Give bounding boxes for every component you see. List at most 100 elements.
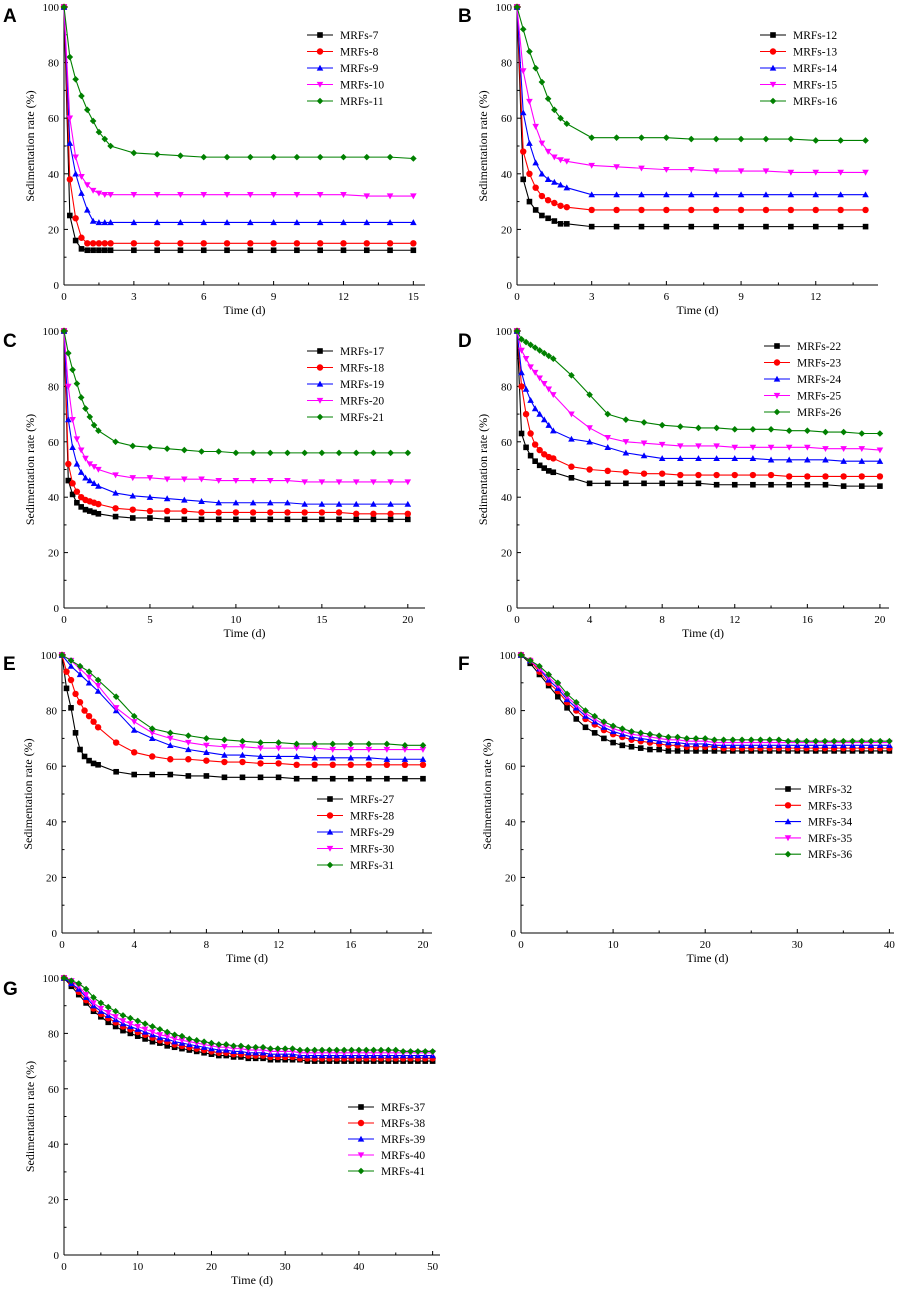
- data-point: [222, 1041, 230, 1048]
- data-point: [340, 240, 347, 247]
- data-point: [604, 467, 611, 475]
- data-point: [293, 240, 301, 247]
- data-point: [203, 757, 210, 764]
- data-point: [130, 712, 138, 720]
- legend: MRFs-27 MRFs-28 MRFs-29 MRFs-30 MRFs-31: [317, 794, 394, 872]
- data-point: [215, 448, 223, 455]
- legend-item: MRFs-8: [307, 47, 379, 59]
- data-point: [311, 1046, 318, 1054]
- legend-item: MRFs-23: [764, 358, 841, 370]
- data-point: [767, 444, 775, 451]
- x-tick-label: 0: [61, 1261, 67, 1273]
- data-point: [613, 164, 620, 171]
- data-point: [787, 206, 795, 214]
- data-point: [270, 219, 277, 226]
- data-point: [812, 169, 820, 176]
- data-point: [293, 775, 300, 782]
- data-point: [185, 746, 192, 753]
- data-point: [527, 430, 534, 437]
- data-point: [270, 240, 277, 247]
- data-point: [95, 511, 102, 517]
- data-point: [275, 739, 282, 746]
- data-point: [127, 1014, 134, 1022]
- data-point: [647, 746, 653, 753]
- data-point: [76, 699, 84, 706]
- data-point: [563, 158, 571, 165]
- data-point: [60, 327, 68, 335]
- data-point: [86, 757, 92, 764]
- data-point: [200, 1038, 208, 1046]
- data-point: [526, 198, 533, 205]
- data-point: [335, 449, 343, 457]
- legend-label: MRFs-38: [381, 1118, 425, 1130]
- x-tick-label: 40: [884, 939, 896, 951]
- data-point: [112, 505, 119, 512]
- data-point: [812, 191, 820, 198]
- data-point: [532, 184, 539, 191]
- series-mrfs-24: [513, 327, 884, 464]
- data-point: [163, 476, 171, 483]
- data-point: [130, 240, 138, 247]
- data-point: [601, 735, 607, 742]
- data-point: [163, 445, 171, 453]
- data-point: [737, 191, 745, 198]
- data-point: [410, 155, 417, 162]
- y-tick-label: 40: [505, 817, 517, 829]
- data-point: [677, 471, 684, 479]
- data-point: [284, 516, 291, 523]
- data-point: [316, 192, 324, 198]
- data-point: [638, 206, 645, 214]
- data-point: [89, 117, 97, 125]
- data-point: [410, 247, 417, 254]
- panel-letter: D: [458, 331, 472, 352]
- data-point: [519, 68, 527, 75]
- data-point: [573, 716, 580, 722]
- x-tick-label: 20: [417, 939, 429, 951]
- legend-marker: [785, 786, 791, 792]
- data-point: [538, 78, 546, 86]
- data-point: [85, 668, 93, 675]
- data-point: [563, 203, 570, 211]
- data-point: [112, 1023, 119, 1030]
- data-point: [713, 223, 719, 230]
- data-point: [519, 109, 527, 116]
- data-point: [586, 466, 593, 473]
- data-point: [95, 128, 103, 136]
- series-line: [61, 654, 423, 751]
- legend-item: MRFs-17: [307, 346, 384, 358]
- data-point: [82, 985, 90, 993]
- data-point: [527, 341, 534, 349]
- y-tick-label: 40: [48, 1139, 60, 1151]
- data-point: [311, 740, 318, 748]
- data-point: [551, 106, 558, 114]
- y-tick-label: 80: [48, 58, 60, 70]
- data-point: [687, 166, 695, 173]
- data-point: [60, 3, 68, 11]
- data-point: [141, 1026, 149, 1033]
- data-point: [674, 733, 681, 741]
- data-point: [353, 516, 360, 523]
- data-point: [66, 53, 74, 61]
- data-point: [767, 471, 775, 479]
- y-tick-label: 100: [500, 650, 517, 662]
- data-point: [247, 153, 254, 161]
- data-point: [404, 500, 412, 507]
- data-point: [284, 477, 291, 484]
- data-point: [638, 134, 645, 141]
- data-point: [518, 383, 525, 390]
- data-point: [610, 739, 616, 746]
- y-tick-label: 0: [52, 928, 58, 940]
- x-tick-label: 12: [729, 614, 740, 626]
- data-point: [164, 1043, 171, 1049]
- data-point: [550, 469, 557, 476]
- data-point: [72, 237, 79, 244]
- data-point: [713, 424, 720, 432]
- series-mrfs-15: [513, 4, 869, 176]
- data-point: [200, 247, 207, 254]
- series-mrfs-29: [58, 651, 427, 762]
- data-point: [101, 240, 108, 247]
- y-tick-label: 40: [48, 492, 60, 504]
- data-point: [257, 745, 264, 752]
- series-mrfs-12: [514, 4, 869, 230]
- legend-item: MRFs-39: [348, 1134, 425, 1146]
